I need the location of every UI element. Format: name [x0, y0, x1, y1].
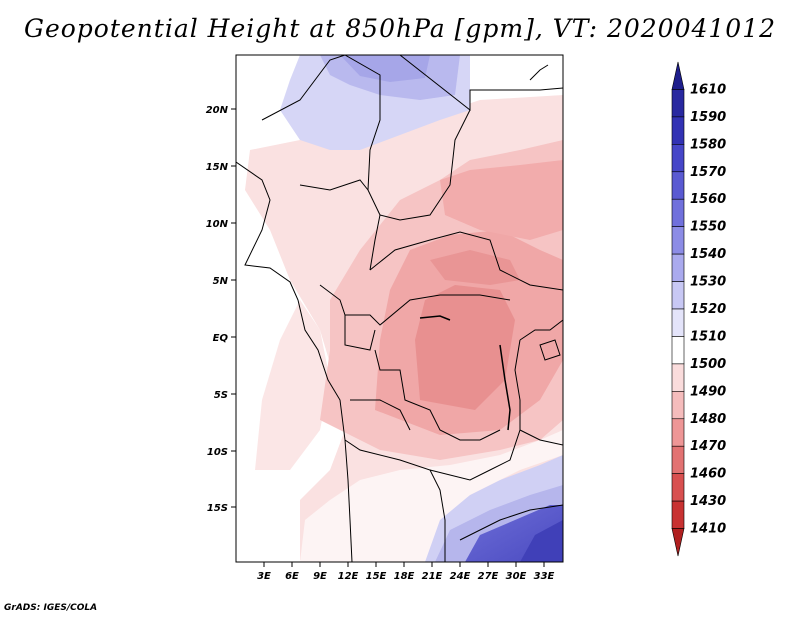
colorbar-swatch [671, 144, 685, 173]
lon-label: 18E [394, 571, 415, 582]
lat-label: EQ [213, 333, 229, 344]
colorbar-swatch [671, 418, 685, 447]
colorbar-swatch [671, 336, 685, 365]
colorbar-label: 1540 [690, 247, 726, 262]
lon-label: 30E [506, 571, 527, 582]
colorbar: 1610 1590 1580 1570 1560 1550 1540 1530 1520 1510… [671, 61, 726, 557]
colorbar-label: 1520 [690, 302, 726, 317]
colorbar-label: 1610 [690, 82, 726, 97]
chart-title: Geopotential Height at 850hPa [gpm], VT:… [23, 14, 777, 43]
colorbar-swatch [671, 226, 685, 255]
colorbar-label: 1550 [690, 220, 726, 235]
colorbar-label: 1410 [690, 522, 726, 537]
colorbar-swatch [671, 61, 685, 90]
colorbar-label: 1430 [690, 494, 726, 509]
lon-label: 24E [450, 571, 471, 582]
colorbar-swatch [671, 445, 685, 474]
colorbar-label: 1510 [690, 329, 726, 344]
lon-label: 6E [285, 571, 299, 582]
colorbar-swatch [671, 281, 685, 310]
colorbar-label: 1590 [690, 110, 726, 125]
lat-label: 10S [207, 447, 228, 458]
lon-label: 3E [257, 571, 271, 582]
colorbar-label: 1460 [690, 467, 726, 482]
lon-label: 27E [478, 571, 499, 582]
map-frame [235, 54, 564, 563]
lon-label: 9E [313, 571, 327, 582]
lat-label: 15N [206, 162, 229, 173]
lat-label: 10N [206, 219, 229, 230]
colorbar-swatch [671, 171, 685, 200]
lon-label: 33E [534, 571, 555, 582]
lat-label: 5S [214, 390, 228, 401]
colorbar-label: 1560 [690, 192, 726, 207]
colorbar-label: 1490 [690, 384, 726, 399]
grads-credit: GrADS: IGES/COLA [4, 603, 98, 613]
colorbar-swatch [671, 89, 685, 118]
colorbar-swatch [671, 116, 685, 145]
lat-label: 15S [207, 503, 228, 514]
boundaries [236, 55, 563, 562]
lon-label: 21E [422, 571, 443, 582]
colorbar-label: 1470 [690, 439, 726, 454]
colorbar-swatch [671, 363, 685, 392]
colorbar-swatch [671, 528, 685, 557]
colorbar-swatch [671, 500, 685, 529]
colorbar-swatch [671, 198, 685, 227]
lon-label: 12E [338, 571, 359, 582]
colorbar-label: 1480 [690, 412, 726, 427]
lat-label: 20N [206, 105, 229, 116]
latitude-axis: 20N 15N 10N 5N EQ 5S 10S 15S [206, 105, 236, 514]
lat-label: 5N [213, 276, 229, 287]
colorbar-swatch [671, 473, 685, 502]
colorbar-label: 1580 [690, 137, 726, 152]
colorbar-label: 1570 [690, 165, 726, 180]
colorbar-swatch [671, 253, 685, 282]
colorbar-label: 1500 [690, 357, 726, 372]
colorbar-label: 1530 [690, 275, 726, 290]
colorbar-swatch [671, 308, 685, 337]
longitude-axis: 3E 6E 9E 12E 15E 18E 21E 24E 27E 30E 33E [257, 562, 555, 582]
lon-label: 15E [366, 571, 387, 582]
colorbar-swatch [671, 391, 685, 420]
